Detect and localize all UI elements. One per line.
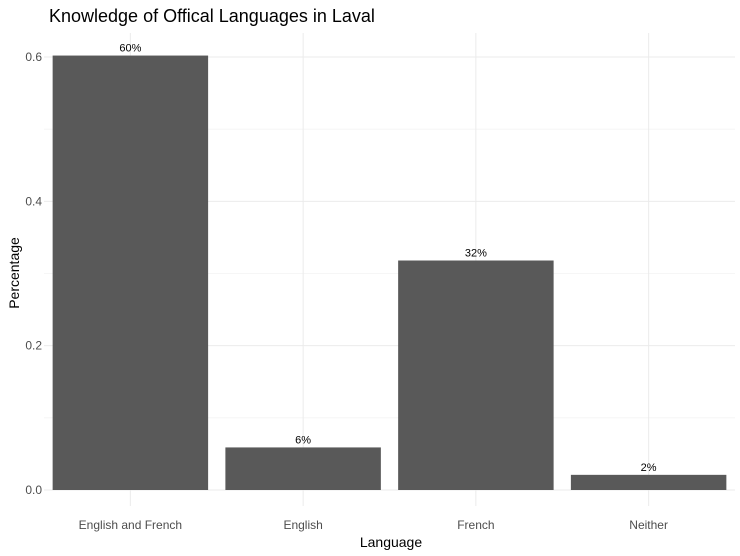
chart-title: Knowledge of Offical Languages in Laval bbox=[49, 6, 375, 26]
bar-value-label: 6% bbox=[295, 434, 311, 446]
bar bbox=[52, 55, 209, 490]
y-tick-label: 0.0 bbox=[25, 483, 42, 497]
bars bbox=[52, 55, 727, 490]
data-labels: 60% 6% 32% 2% bbox=[119, 43, 656, 474]
x-axis-title: Language bbox=[360, 534, 423, 550]
bar bbox=[570, 474, 727, 490]
x-tick-label: English and French bbox=[79, 518, 182, 532]
y-tick-label: 0.2 bbox=[25, 339, 42, 353]
bar bbox=[398, 260, 554, 490]
x-axis-ticks: English and French English French Neither bbox=[79, 518, 668, 532]
x-tick-label: English bbox=[283, 518, 322, 532]
y-axis-title: Percentage bbox=[6, 237, 22, 309]
y-tick-label: 0.6 bbox=[25, 50, 42, 64]
x-tick-label: Neither bbox=[629, 518, 668, 532]
bar-value-label: 60% bbox=[119, 43, 141, 55]
bar-value-label: 32% bbox=[465, 248, 487, 260]
bar bbox=[225, 447, 381, 490]
y-tick-label: 0.4 bbox=[25, 194, 42, 208]
y-axis-ticks: 0.0 0.2 0.4 0.6 bbox=[25, 50, 42, 497]
bar-value-label: 2% bbox=[641, 462, 657, 474]
x-tick-label: French bbox=[457, 518, 494, 532]
